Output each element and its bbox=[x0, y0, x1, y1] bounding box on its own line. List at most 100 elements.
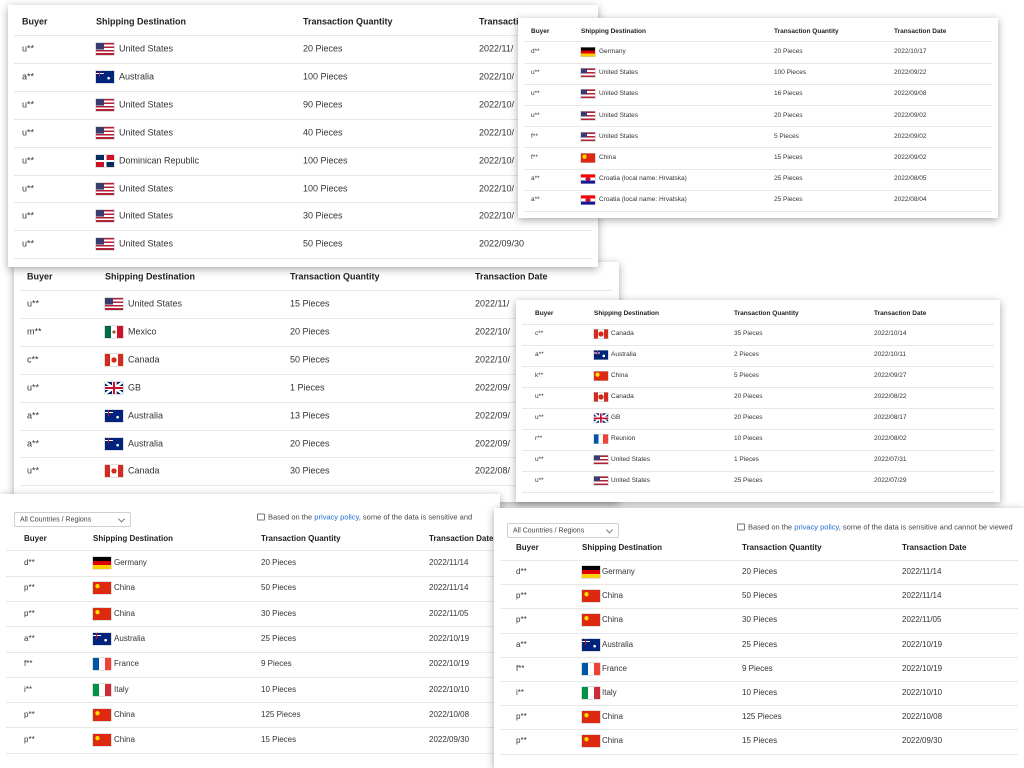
destination: China bbox=[602, 591, 623, 601]
destination: United States bbox=[599, 132, 639, 140]
destination: Croatia (local name: Hrvatska) bbox=[599, 174, 687, 182]
destination: China bbox=[611, 371, 628, 379]
quantity: 125 Pieces bbox=[261, 709, 301, 719]
row-divider bbox=[500, 729, 1018, 731]
date: 2022/10/11 bbox=[874, 350, 907, 358]
privacy-link[interactable]: privacy policy bbox=[794, 522, 839, 532]
date: 2022/09/ bbox=[475, 382, 511, 393]
destination: Australia bbox=[128, 438, 164, 448]
destination: Italy bbox=[602, 688, 617, 697]
buyer: p** bbox=[516, 591, 527, 601]
flag-icon bbox=[93, 582, 111, 595]
column-header: Buyer bbox=[516, 543, 539, 552]
quantity: 25 Pieces bbox=[734, 476, 763, 484]
date: 2022/09/08 bbox=[894, 90, 927, 98]
destination: Italy bbox=[114, 684, 129, 694]
destination: Australia bbox=[602, 639, 634, 649]
buyer: c** bbox=[535, 329, 544, 337]
buyer: a** bbox=[535, 350, 544, 358]
quantity: 15 Pieces bbox=[290, 298, 330, 309]
row-divider bbox=[20, 317, 613, 319]
destination: China bbox=[599, 153, 616, 161]
privacy-notice: Based on the privacy policy, some of the… bbox=[257, 513, 472, 522]
flag-icon bbox=[96, 98, 114, 111]
row-divider bbox=[6, 676, 494, 678]
destination: United States bbox=[119, 127, 174, 138]
destination: China bbox=[114, 709, 135, 719]
row-divider bbox=[6, 651, 494, 653]
row-divider bbox=[500, 705, 1018, 707]
row-divider bbox=[522, 449, 994, 451]
lock-icon bbox=[737, 523, 745, 531]
date: 2022/09/30 bbox=[902, 736, 943, 746]
date: 2022/09/22 bbox=[894, 68, 927, 76]
row-divider bbox=[500, 753, 1018, 755]
row-divider bbox=[14, 35, 592, 37]
buyer: p** bbox=[516, 615, 527, 625]
row-divider bbox=[20, 457, 613, 459]
flag-icon bbox=[582, 687, 600, 699]
row-divider bbox=[6, 550, 494, 552]
date: 2022/07/29 bbox=[874, 476, 907, 484]
flag-icon bbox=[594, 476, 608, 486]
region-filter[interactable]: All Countries / Regions bbox=[507, 523, 619, 538]
row-divider bbox=[522, 323, 994, 325]
quantity: 50 Pieces bbox=[303, 238, 343, 249]
buyer: d** bbox=[531, 47, 540, 55]
buyer: u** bbox=[22, 183, 35, 193]
row-divider bbox=[524, 147, 992, 149]
flag-icon bbox=[105, 437, 123, 450]
row-divider bbox=[500, 584, 1018, 586]
table-panel: All Countries / Regions Based on the priv… bbox=[494, 508, 1024, 768]
column-header: Transaction Date bbox=[894, 27, 947, 35]
flag-icon bbox=[581, 47, 595, 57]
quantity: 20 Pieces bbox=[261, 558, 297, 567]
destination: United States bbox=[599, 90, 639, 98]
row-divider bbox=[522, 428, 994, 430]
buyer: u** bbox=[27, 465, 40, 476]
date: 2022/09/02 bbox=[894, 153, 927, 161]
quantity: 25 Pieces bbox=[261, 633, 297, 643]
column-header: Transaction Date bbox=[479, 16, 552, 27]
destination: Australia bbox=[114, 633, 146, 643]
flag-icon bbox=[581, 153, 595, 163]
row-divider bbox=[14, 174, 592, 176]
flag-icon bbox=[96, 43, 114, 55]
flag-icon bbox=[594, 455, 608, 465]
quantity: 35 Pieces bbox=[734, 329, 763, 337]
buyer: f** bbox=[531, 153, 538, 161]
row-divider bbox=[20, 485, 613, 487]
buyer: u** bbox=[22, 155, 35, 166]
row-divider bbox=[500, 632, 1018, 634]
buyer: d** bbox=[24, 558, 35, 567]
buyer: u** bbox=[22, 238, 35, 249]
date: 2022/11/14 bbox=[902, 567, 942, 576]
column-header: Buyer bbox=[27, 271, 53, 282]
flag-icon bbox=[594, 371, 608, 381]
buyer: u** bbox=[27, 298, 40, 309]
privacy-link[interactable]: privacy policy bbox=[314, 512, 359, 522]
flag-icon bbox=[581, 195, 595, 205]
buyer: p** bbox=[24, 583, 35, 593]
quantity: 20 Pieces bbox=[774, 47, 803, 55]
buyer: u** bbox=[535, 413, 544, 421]
destination: Canada bbox=[128, 354, 160, 365]
flag-icon bbox=[594, 329, 608, 339]
flag-icon bbox=[96, 182, 114, 195]
destination: United States bbox=[119, 43, 174, 54]
buyer: u** bbox=[535, 476, 544, 484]
date: 2022/10/08 bbox=[902, 712, 943, 722]
row-divider bbox=[524, 211, 992, 212]
quantity: 50 Pieces bbox=[742, 591, 778, 601]
column-header: Transaction Quantity bbox=[774, 27, 839, 35]
flag-icon bbox=[96, 238, 114, 251]
destination: Croatia (local name: Hrvatska) bbox=[599, 196, 687, 204]
region-filter[interactable]: All Countries / Regions bbox=[14, 512, 131, 527]
row-divider bbox=[500, 559, 1018, 561]
buyer: u** bbox=[531, 111, 540, 119]
buyer: a** bbox=[27, 438, 40, 448]
buyer: p** bbox=[24, 735, 35, 745]
destination: China bbox=[114, 735, 135, 745]
row-divider bbox=[522, 365, 994, 367]
